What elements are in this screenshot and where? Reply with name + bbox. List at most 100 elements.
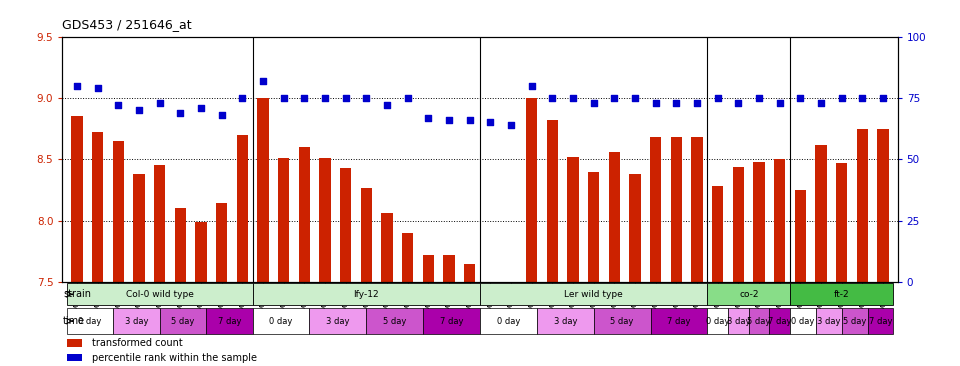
Text: 3 day: 3 day [727,317,750,326]
Point [359,95,374,101]
Bar [754,162,765,282]
Bar [66,283,252,305]
Bar [691,137,703,282]
Text: Col-0 wild type: Col-0 wild type [126,290,194,299]
Bar [299,147,310,282]
Text: lfy-12: lfy-12 [353,290,379,299]
Text: 0 day: 0 day [78,317,102,326]
Point [276,95,291,101]
Bar [340,168,351,282]
Bar [71,116,83,282]
Bar [159,308,206,334]
Text: ft-2: ft-2 [834,290,850,299]
Bar [320,158,330,282]
Point [234,95,250,101]
Point [338,95,353,101]
Point [524,83,540,89]
Text: 5 day: 5 day [611,317,634,326]
Bar [113,308,159,334]
Bar [651,308,708,334]
Bar [650,137,661,282]
Text: 3 day: 3 day [125,317,148,326]
Bar [671,137,683,282]
Bar [257,98,269,282]
Point [442,117,457,123]
Bar [526,98,538,282]
Bar [252,308,309,334]
Bar [856,128,868,282]
Point [462,117,477,123]
Bar [842,308,868,334]
Point [152,100,167,106]
Point [544,95,560,101]
Text: 5 day: 5 day [171,317,195,326]
Text: 0 day: 0 day [706,317,730,326]
Point [834,95,850,101]
Point [710,95,726,101]
Bar [609,152,620,282]
Bar [252,283,480,305]
Bar [66,308,113,334]
Text: 5 day: 5 day [383,317,406,326]
Point [317,95,332,101]
Bar [728,308,749,334]
Text: 0 day: 0 day [270,317,293,326]
Point [400,95,416,101]
Text: 0 day: 0 day [791,317,815,326]
Bar [381,213,393,282]
Point [772,100,787,106]
Bar [112,141,124,282]
Bar [367,308,423,334]
Text: Ler wild type: Ler wild type [564,290,623,299]
Point [420,115,436,120]
Point [854,95,870,101]
Point [813,100,828,106]
Text: 7 day: 7 day [869,317,892,326]
Bar [206,308,252,334]
Text: 7 day: 7 day [667,317,691,326]
Bar [774,159,785,282]
Bar [816,308,842,334]
Text: percentile rank within the sample: percentile rank within the sample [91,352,256,362]
Bar [92,132,104,282]
Bar [480,283,708,305]
Point [483,120,498,126]
Text: 5 day: 5 day [843,317,866,326]
Text: GDS453 / 251646_at: GDS453 / 251646_at [62,18,192,31]
Bar [175,208,186,282]
Point [793,95,808,101]
Bar [567,157,579,282]
Bar [537,308,593,334]
Bar [480,308,537,334]
Bar [790,283,894,305]
Point [586,100,601,106]
Bar [444,255,455,282]
Bar [795,190,806,282]
Point [69,83,84,89]
Bar [836,163,848,282]
Bar [708,308,728,334]
Bar [708,283,790,305]
Point [110,102,126,108]
Text: strain: strain [63,289,91,299]
Text: 5 day: 5 day [748,317,771,326]
Bar [195,222,206,282]
Bar [66,354,82,361]
Text: 3 day: 3 day [817,317,841,326]
Text: 0 day: 0 day [496,317,520,326]
Bar [133,174,145,282]
Bar [749,308,769,334]
Bar [712,186,724,282]
Bar [732,167,744,282]
Bar [361,187,372,282]
Point [648,100,663,106]
Text: co-2: co-2 [739,290,758,299]
Point [173,110,188,116]
Text: 7 day: 7 day [440,317,464,326]
Bar [154,165,165,282]
Bar [309,308,367,334]
Text: 3 day: 3 day [326,317,349,326]
Text: 3 day: 3 day [554,317,577,326]
Bar [464,264,475,282]
Point [214,112,229,118]
